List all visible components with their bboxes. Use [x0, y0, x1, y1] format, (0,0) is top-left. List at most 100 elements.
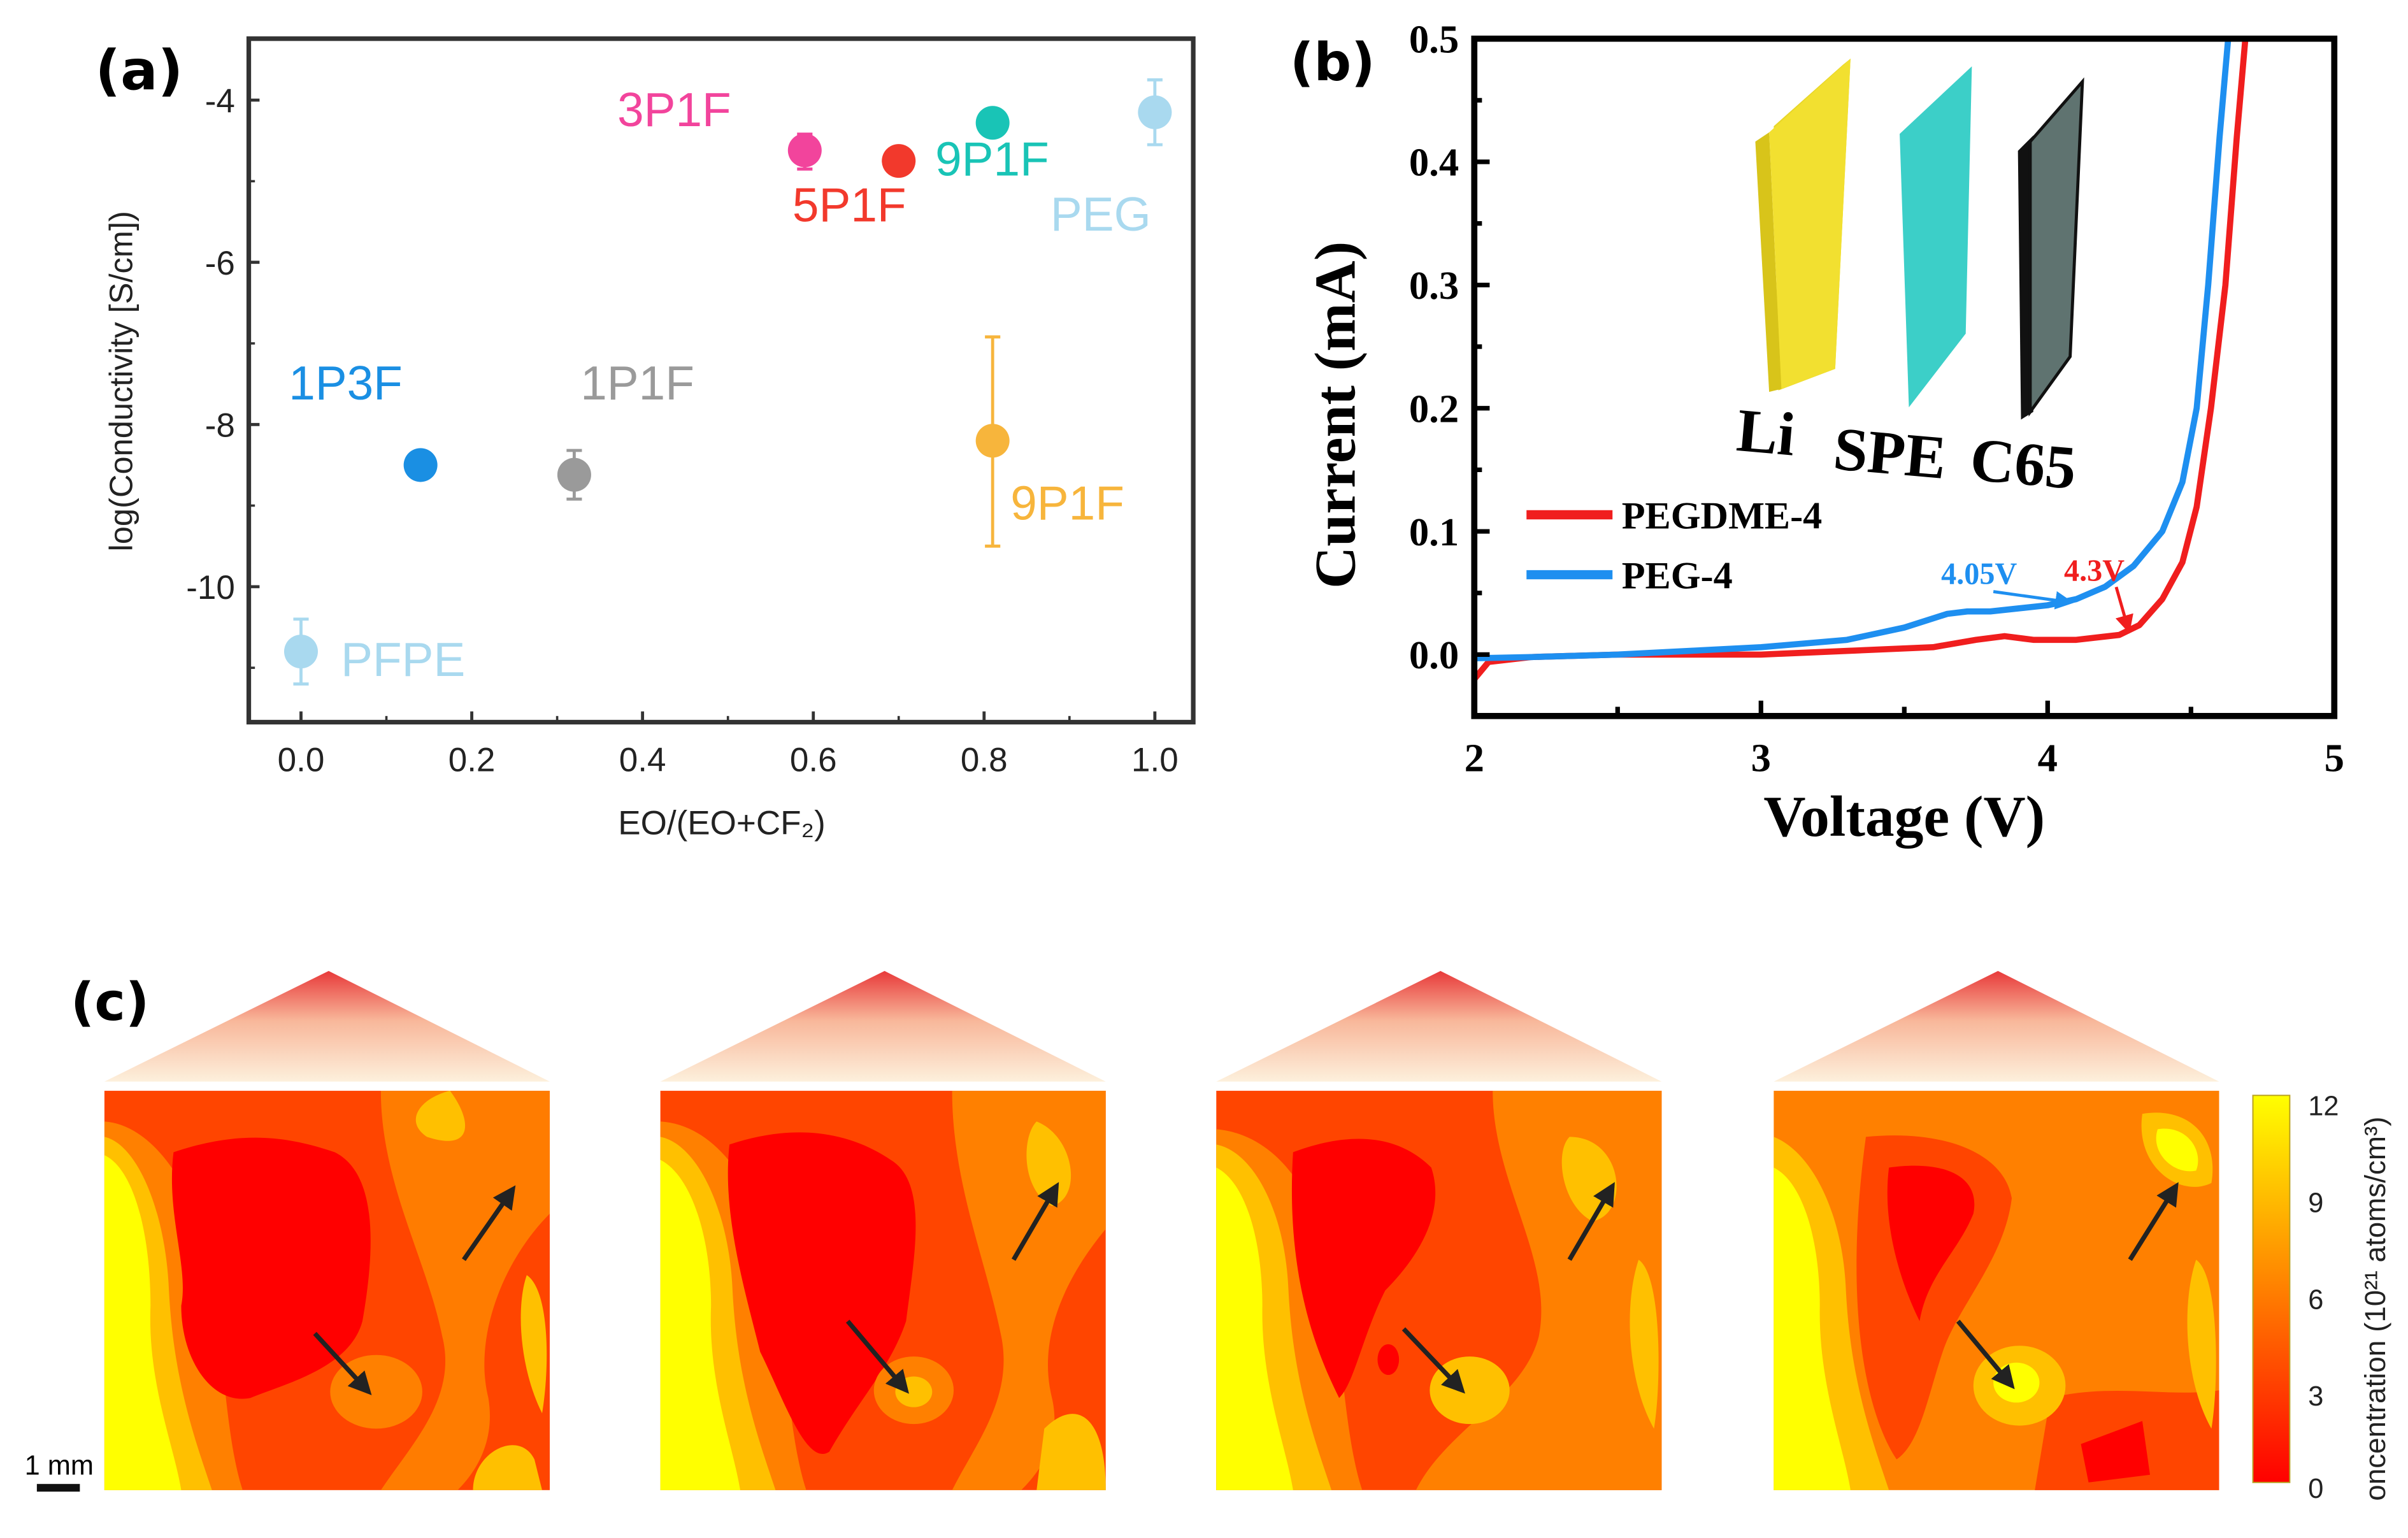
series-line-pegdme-4 [1472, 38, 2249, 682]
annotations-b: 4.05V 4.3V [1941, 554, 2133, 634]
panel-a: (a) 0.0 0.2 0.4 0.6 0.8 1.0 -4 -6 -8 -10… [95, 36, 1196, 842]
concentration-map-3 [1216, 971, 1662, 1490]
annotation-onset-peg: 4.05V [1941, 557, 2017, 591]
arrow-icon [1401, 1327, 1465, 1394]
data-point [975, 106, 1010, 140]
series-line-peg-4 [1474, 38, 2232, 662]
y-tick-labels-a: -4 -6 -8 -10 [186, 82, 235, 607]
point-label: 1P1F [580, 356, 694, 410]
projection-triangle [1774, 971, 2219, 1082]
projection-triangle [1216, 971, 1662, 1082]
y-tick-label: -10 [186, 569, 235, 607]
point-label: PEG [1050, 187, 1151, 241]
arrow-icon [1011, 1182, 1059, 1261]
series-lines-b [1472, 38, 2249, 682]
y-tick-label: 0.5 [1409, 17, 1459, 61]
data-point [1138, 95, 1172, 129]
y-tick-label: 0.0 [1409, 633, 1459, 677]
axis-ticks-b [1472, 36, 2337, 716]
point-label: 5P1F [792, 178, 907, 232]
x-tick-label: 0.6 [790, 742, 837, 779]
plot-frame-a [246, 36, 1196, 725]
inset-label-c65: C65 [1968, 425, 2079, 502]
data-point [975, 424, 1010, 458]
projection-triangle [660, 971, 1106, 1082]
arrow-icon [2128, 1182, 2179, 1261]
data-point [557, 457, 591, 492]
x-tick-labels-a: 0.0 0.2 0.4 0.6 0.8 1.0 [278, 742, 1179, 779]
y-axis-title-b: Current (mA) [1302, 241, 1367, 589]
data-point [787, 133, 822, 168]
legend-label: PEGDME-4 [1622, 495, 1823, 538]
point-label: 9P1F [1010, 476, 1124, 529]
y-axis-title-a: log(Conductivity [S/cm]) [103, 211, 139, 551]
y-tick-labels-b: 0.0 0.1 0.2 0.3 0.4 0.5 [1409, 17, 1459, 677]
y-tick-label: -8 [205, 407, 235, 445]
scale-bar-line [36, 1484, 80, 1492]
panel-b: (b) Li SPE C65 2 3 4 5 0.0 0.1 0.2 0.3 0… [1290, 17, 2344, 848]
colorbar-tick: 9 [2308, 1188, 2323, 1218]
point-label: 9P1F [935, 132, 1049, 185]
legend-b: PEGDME-4 PEG-4 [1526, 495, 1822, 598]
colorbar-gradient [2252, 1095, 2291, 1483]
arrow-icon [462, 1185, 516, 1261]
annotation-onset-pegdme: 4.3V [2064, 554, 2125, 588]
x-axis-title-a: EO/(EO+CF₂) [618, 804, 825, 842]
y-tick-label: -6 [205, 245, 235, 282]
li-slab-edge [1755, 132, 1782, 392]
legend-label: PEG-4 [1622, 555, 1733, 598]
y-tick-label: 0.4 [1409, 140, 1459, 185]
spe-slab [1900, 66, 1972, 408]
arrow-icon [2114, 586, 2133, 634]
data-points-a [283, 78, 1172, 686]
x-tick-label: 0.8 [961, 742, 1008, 779]
x-tick-label: 5 [2325, 736, 2344, 780]
y-tick-label: 0.3 [1409, 263, 1459, 308]
inset-label-spe: SPE [1831, 414, 1949, 492]
y-tick-label: 0.1 [1409, 510, 1459, 554]
colorbar-tick: 0 [2308, 1474, 2323, 1504]
inset-label-li: Li [1734, 396, 1798, 469]
x-tick-label: 0.2 [448, 742, 496, 779]
point-labels-a: 1P3F 1P1F 3P1F 5P1F 9P1F 9P1F PEG PFPE [289, 83, 1151, 686]
colorbar-tick: 3 [2308, 1381, 2323, 1412]
x-tick-labels-b: 2 3 4 5 [1465, 736, 2344, 780]
concentration-map-2 [660, 971, 1106, 1490]
x-tick-label: 3 [1751, 736, 1771, 780]
cell-inset: Li SPE C65 [1734, 59, 2084, 502]
colorbar-tick: 12 [2308, 1091, 2339, 1122]
arrow-icon [313, 1332, 372, 1395]
panel-label-a: (a) [95, 38, 183, 103]
c65-slab [2028, 77, 2084, 417]
point-label: 3P1F [617, 83, 731, 136]
data-point [283, 635, 319, 669]
x-tick-label: 0.0 [278, 742, 325, 779]
x-tick-label: 1.0 [1131, 742, 1179, 779]
colorbar: 12 9 6 3 0 oncentration (10²¹ atoms/cm³) [2252, 1091, 2391, 1504]
point-label: 1P3F [289, 356, 403, 410]
projection-triangle [104, 971, 550, 1082]
colorbar-tick: 6 [2308, 1284, 2323, 1315]
concentration-map-4 [1774, 971, 2219, 1490]
x-tick-label: 2 [1465, 736, 1484, 780]
data-point [403, 448, 438, 482]
concentration-map-1 [104, 971, 550, 1490]
arrow-icon [1956, 1319, 2015, 1390]
panel-c: (c) [25, 971, 2391, 1504]
x-axis-title-b: Voltage (V) [1763, 784, 2045, 849]
colorbar-title: oncentration (10²¹ atoms/cm³) [2359, 1117, 2391, 1501]
panel-label-c: (c) [71, 972, 149, 1033]
x-tick-label: 0.4 [619, 742, 666, 779]
data-point [882, 144, 916, 178]
arrow-icon [1993, 590, 2074, 610]
y-tick-label: 0.2 [1409, 386, 1459, 431]
panel-label-b: (b) [1290, 32, 1375, 93]
x-tick-label: 4 [2038, 736, 2058, 780]
scale-bar: 1 mm [25, 1451, 94, 1492]
scale-bar-label: 1 mm [25, 1451, 94, 1481]
axis-ticks-a [248, 98, 1157, 722]
point-label: PFPE [341, 633, 465, 686]
arrow-icon [845, 1319, 909, 1394]
arrow-icon [1567, 1182, 1615, 1261]
